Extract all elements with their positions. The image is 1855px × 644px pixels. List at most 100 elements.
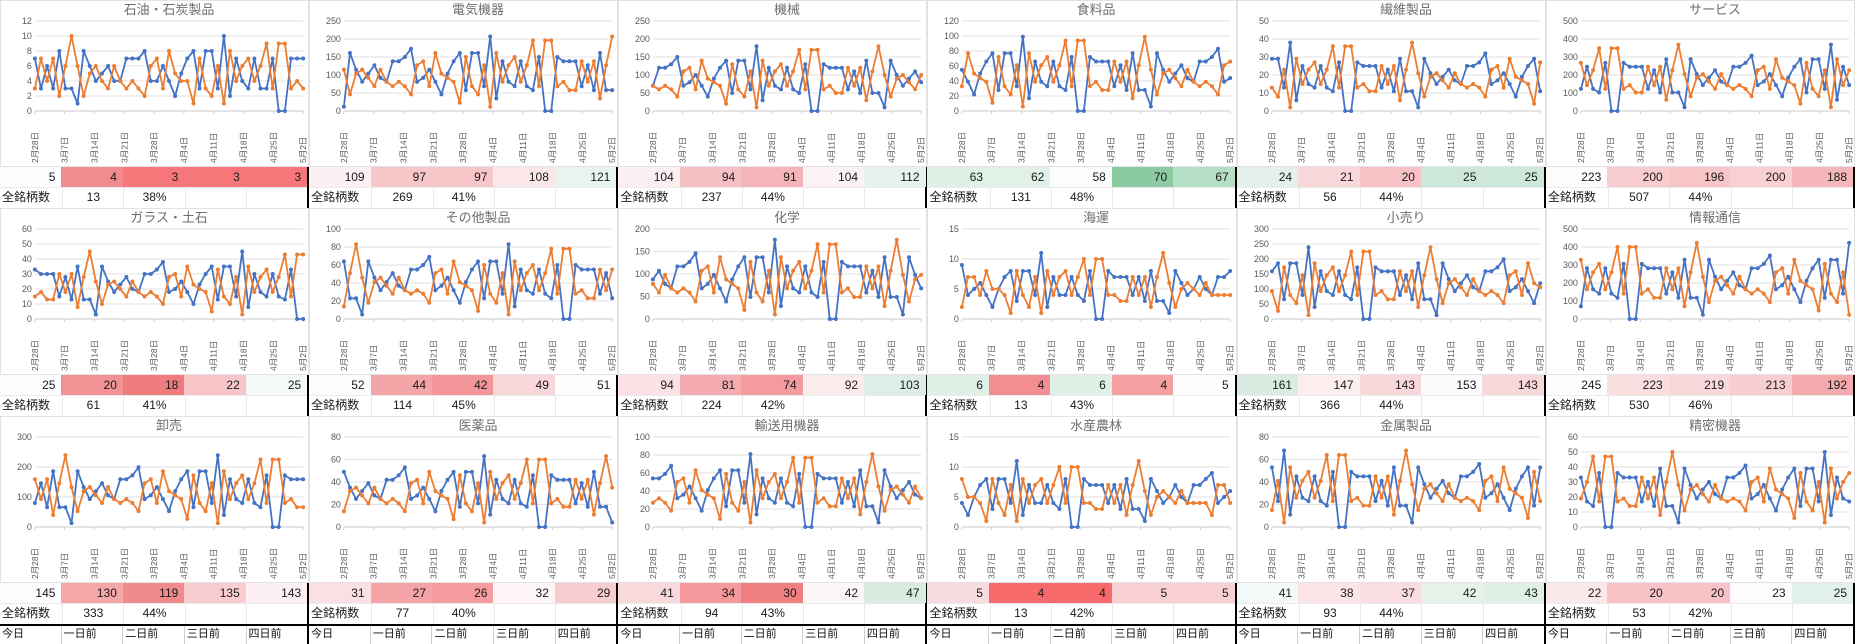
heatmap-cell[interactable]: 6: [1050, 375, 1112, 395]
heatmap-cell[interactable]: 119: [122, 583, 185, 603]
empty-cell[interactable]: [1730, 396, 1792, 416]
day-header-cell[interactable]: 今日: [311, 628, 334, 640]
heatmap-cell[interactable]: 200: [1607, 167, 1669, 187]
total-label-cell[interactable]: 全銘柄数: [1547, 606, 1596, 620]
total-count-cell[interactable]: 13: [62, 188, 123, 208]
total-label-cell[interactable]: 全銘柄数: [929, 606, 978, 620]
heatmap-cell[interactable]: 52: [309, 375, 371, 395]
heatmap-cell[interactable]: 42: [1420, 583, 1483, 603]
total-percent-cell[interactable]: 44%: [1669, 188, 1730, 208]
day-header-cell[interactable]: 二日前: [1049, 626, 1112, 644]
heatmap-cell[interactable]: 30: [741, 583, 803, 603]
total-count-cell[interactable]: 131: [989, 188, 1051, 208]
total-label-cell[interactable]: 全銘柄数: [620, 190, 669, 204]
empty-cell[interactable]: [1112, 188, 1173, 208]
total-count-cell[interactable]: 13: [989, 604, 1051, 624]
day-header-cell[interactable]: 一日前: [678, 626, 741, 644]
heatmap-cell[interactable]: 37: [1359, 583, 1421, 603]
total-count-cell[interactable]: 507: [1608, 188, 1669, 208]
empty-cell[interactable]: [1482, 604, 1544, 624]
total-count-cell[interactable]: 224: [680, 396, 742, 416]
total-count-cell[interactable]: 269: [371, 188, 432, 208]
heatmap-cell[interactable]: 223: [1607, 375, 1669, 395]
heatmap-cell[interactable]: 3: [184, 167, 246, 187]
chart-object[interactable]: 石油・石炭製品 0 2 4 6 8 10 12 2月28日 3月7日 3月14日 3月21日 3月28日…: [0, 0, 310, 167]
total-percent-cell[interactable]: 44%: [123, 604, 184, 624]
heatmap-cell[interactable]: 20: [1668, 583, 1731, 603]
heatmap-cell[interactable]: 67: [1173, 167, 1235, 187]
heatmap-cell[interactable]: 92: [802, 375, 865, 395]
heatmap-cell[interactable]: 20: [1607, 583, 1669, 603]
empty-cell[interactable]: [1482, 188, 1544, 208]
empty-cell[interactable]: [1791, 188, 1853, 208]
total-count-cell[interactable]: 13: [989, 396, 1051, 416]
heatmap-cell[interactable]: 3: [245, 167, 308, 187]
day-header-cell[interactable]: 今日: [929, 628, 952, 640]
empty-cell[interactable]: [245, 188, 307, 208]
total-label-cell[interactable]: 全銘柄数: [1547, 190, 1596, 204]
heatmap-cell[interactable]: 104: [802, 167, 865, 187]
heatmap-cell[interactable]: 25: [1482, 167, 1544, 187]
total-percent-cell[interactable]: 41%: [123, 396, 184, 416]
heatmap-cell[interactable]: 135: [184, 583, 246, 603]
empty-cell[interactable]: [1791, 604, 1853, 624]
heatmap-cell[interactable]: 161: [1236, 375, 1299, 395]
day-header-cell[interactable]: 今日: [620, 628, 643, 640]
total-percent-cell[interactable]: 40%: [432, 604, 494, 624]
heatmap-cell[interactable]: 18: [122, 375, 185, 395]
empty-cell[interactable]: [184, 396, 246, 416]
day-header-cell[interactable]: 四日前: [863, 626, 926, 644]
heatmap-cell[interactable]: 153: [1420, 375, 1483, 395]
total-label-cell[interactable]: 全銘柄数: [311, 398, 360, 412]
heatmap-cell[interactable]: 91: [741, 167, 803, 187]
empty-cell[interactable]: [1173, 396, 1234, 416]
total-percent-cell[interactable]: 44%: [741, 188, 803, 208]
heatmap-cell[interactable]: 94: [618, 375, 680, 395]
chart-object[interactable]: 海運 0 5 10 15 2月28日 3月7日 3月14日 3月21日 3月28日 4月4日 4月11…: [927, 208, 1237, 375]
heatmap-cell[interactable]: 94: [679, 167, 742, 187]
total-count-cell[interactable]: 366: [1298, 396, 1360, 416]
empty-cell[interactable]: [555, 604, 616, 624]
empty-cell[interactable]: [245, 396, 307, 416]
chart-object[interactable]: 小売り 0 50 100 150 200 250 300 2月28日 3月7日 3月14日 3月21日…: [1236, 208, 1546, 375]
heatmap-cell[interactable]: 5: [0, 167, 62, 187]
day-header-cell[interactable]: 三日前: [183, 626, 246, 644]
heatmap-cell[interactable]: 27: [370, 583, 433, 603]
day-header-cell[interactable]: 三日前: [1729, 626, 1792, 644]
heatmap-cell[interactable]: 121: [554, 167, 617, 187]
day-header-cell[interactable]: 四日前: [554, 626, 617, 644]
chart-object[interactable]: 卸売 0 100 200 300 2月28日 3月7日 3月14日 3月21日 3月28日 4月4日…: [0, 416, 310, 583]
empty-cell[interactable]: [493, 188, 555, 208]
total-label-cell[interactable]: 全銘柄数: [1238, 190, 1287, 204]
total-percent-cell[interactable]: 44%: [1360, 188, 1421, 208]
heatmap-cell[interactable]: 20: [1359, 167, 1421, 187]
total-percent-cell[interactable]: 44%: [1360, 396, 1421, 416]
day-header-cell[interactable]: 二日前: [122, 626, 184, 644]
total-percent-cell[interactable]: 46%: [1669, 396, 1730, 416]
total-count-cell[interactable]: 237: [680, 188, 742, 208]
heatmap-cell[interactable]: 5: [1111, 583, 1174, 603]
empty-cell[interactable]: [1730, 188, 1792, 208]
heatmap-cell[interactable]: 143: [1482, 375, 1544, 395]
total-count-cell[interactable]: 333: [62, 604, 123, 624]
heatmap-cell[interactable]: 5: [1173, 375, 1235, 395]
total-label-cell[interactable]: 全銘柄数: [620, 398, 669, 412]
day-header-cell[interactable]: 三日前: [1420, 626, 1483, 644]
day-header-cell[interactable]: 二日前: [740, 626, 803, 644]
empty-cell[interactable]: [864, 396, 925, 416]
day-header-cell[interactable]: 四日前: [1482, 626, 1544, 644]
heatmap-cell[interactable]: 26: [432, 583, 494, 603]
heatmap-cell[interactable]: 6: [927, 375, 989, 395]
heatmap-cell[interactable]: 4: [1050, 583, 1112, 603]
heatmap-cell[interactable]: 74: [741, 375, 803, 395]
empty-cell[interactable]: [803, 604, 864, 624]
day-header-cell[interactable]: 二日前: [1668, 626, 1730, 644]
heatmap-cell[interactable]: 44: [370, 375, 433, 395]
total-label-cell[interactable]: 全銘柄数: [929, 190, 978, 204]
heatmap-cell[interactable]: 4: [988, 375, 1051, 395]
chart-object[interactable]: ガラス・土石 0 10 20 30 40 50 60 2月28日 3月7日 3月14日 3月21日 3月…: [0, 208, 310, 375]
heatmap-cell[interactable]: 4: [988, 583, 1051, 603]
total-percent-cell[interactable]: 42%: [1669, 604, 1730, 624]
empty-cell[interactable]: [803, 188, 864, 208]
day-header-cell[interactable]: 三日前: [802, 626, 864, 644]
